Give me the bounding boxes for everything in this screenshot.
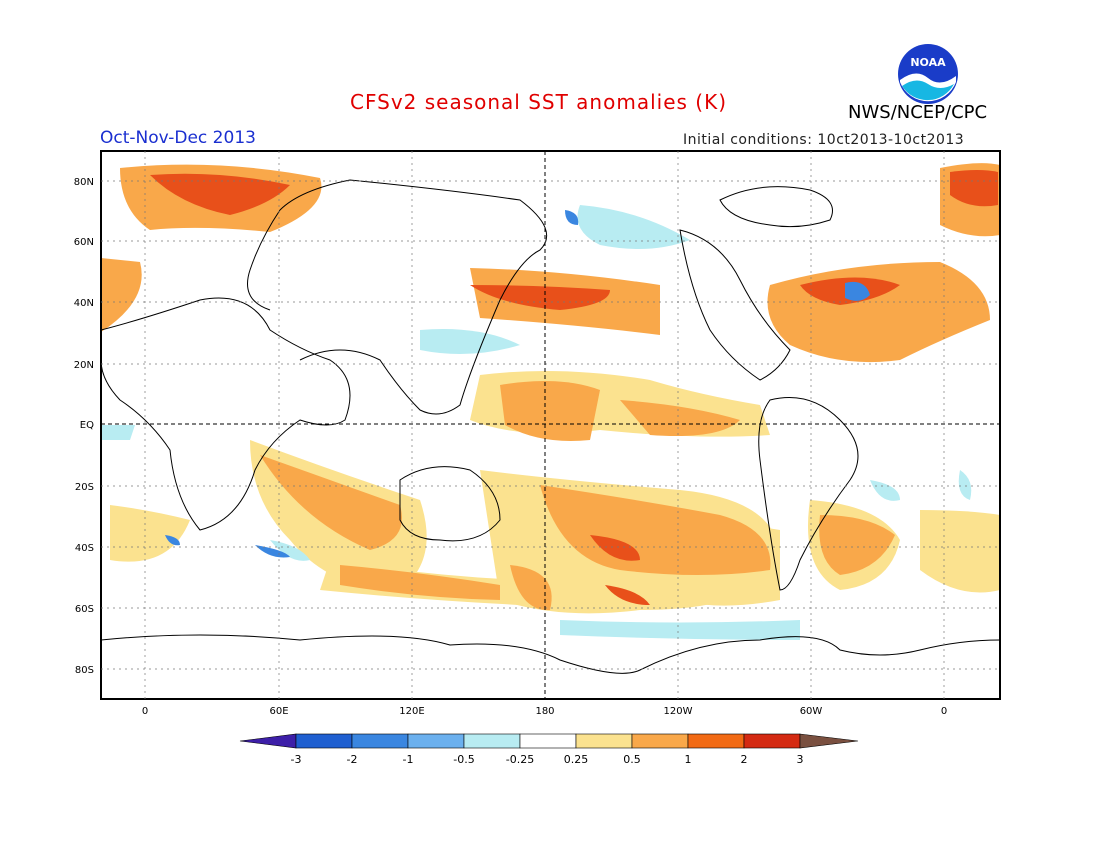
lon-label-180: 180 [535,706,554,717]
lon-label-120w: 120W [664,706,693,717]
colorbar-label: -0.5 [453,753,474,766]
initial-conditions: Initial conditions: 10ct2013-10ct2013 [683,132,965,148]
colorbar-segment [295,733,353,749]
colorbar-label: 1 [685,753,692,766]
organization-label: NWS/NCEP/CPC [848,102,988,123]
colorbar-label: -0.25 [506,753,534,766]
lon-label-60e: 60E [269,706,288,717]
lat-label-40n: 40N [74,298,94,309]
lat-label-20n: 20N [74,360,94,371]
colorbar-segment [351,733,409,749]
lat-label-eq: EQ [80,420,94,431]
lat-label-60n: 60N [74,237,94,248]
colorbar-segment [743,733,801,749]
cool-anomaly-region [101,205,972,640]
graticule [101,151,1000,699]
lat-label-80n: 80N [74,177,94,188]
lat-label-60s: 60S [75,604,94,615]
colorbar-segment [407,733,465,749]
lon-label-0-east: 0 [941,706,947,717]
map-frame [100,150,1001,700]
colorbar-segment [463,733,521,749]
lat-label-80s: 80S [75,665,94,676]
forecast-period: Oct-Nov-Dec 2013 [100,128,256,148]
lon-label-0: 0 [142,706,148,717]
chart-title: CFSv2 seasonal SST anomalies (K) [350,90,727,114]
colorbar-left-arrow [239,733,297,749]
colorbar-label: 0.5 [623,753,641,766]
colorbar-label: -2 [347,753,358,766]
lon-label-120e: 120E [399,706,424,717]
colorbar-segment [631,733,689,749]
lat-label-40s: 40S [75,543,94,554]
colorbar-label: 2 [741,753,748,766]
colorbar-label: -3 [291,753,302,766]
colorbar-segment [519,733,577,749]
colorbar-segment [687,733,745,749]
coastlines [101,179,1000,674]
colorbar-label: -1 [403,753,414,766]
noaa-logo-text: NOAA [910,56,946,69]
lat-label-20s: 20S [75,482,94,493]
noaa-logo: NOAA [898,44,958,104]
colorbar-segment [575,733,633,749]
colorbar: -3 -2 -1 -0.5 -0.25 0.25 0.5 1 2 3 [239,733,859,766]
colorbar-label: 0.25 [564,753,589,766]
anomaly-field [101,163,1000,640]
colorbar-label: 3 [797,753,804,766]
lon-label-60w: 60W [800,706,823,717]
strong-cool-region [165,210,870,558]
colorbar-right-arrow [799,733,859,749]
